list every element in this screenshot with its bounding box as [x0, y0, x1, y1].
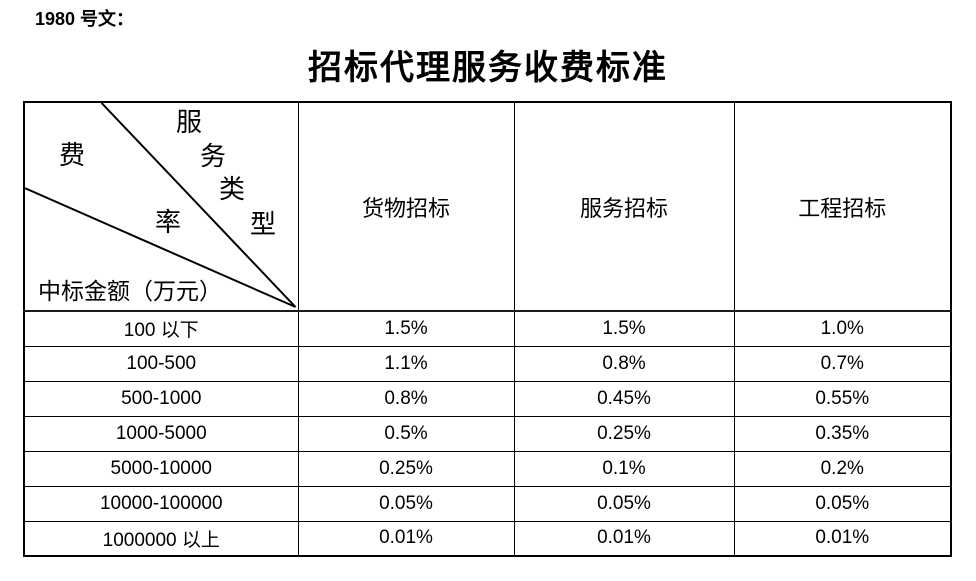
- fee-cell: 1.5%: [513, 310, 735, 347]
- fee-cell: 0.25%: [513, 415, 735, 452]
- table-row: 500-1000 0.8% 0.45% 0.55%: [23, 380, 952, 417]
- row-label: 1000000 以上: [23, 520, 299, 557]
- table-row: 10000-100000 0.05% 0.05% 0.05%: [23, 485, 952, 522]
- corner-char-rate: 率: [155, 208, 182, 237]
- fee-cell: 0.5%: [297, 415, 515, 452]
- table-row: 1000-5000 0.5% 0.25% 0.35%: [23, 415, 952, 452]
- table-row: 1000000 以上 0.01% 0.01% 0.01%: [23, 520, 952, 557]
- diagonal-line-upper: [100, 103, 297, 308]
- table-row: 100 以下 1.5% 1.5% 1.0%: [23, 310, 952, 347]
- corner-char-service-type-2: 务: [200, 142, 227, 171]
- fee-table: 费 率 服 务 类 型 中标金额（万元） 货物招标 服务招标 工程招标 100 …: [23, 101, 952, 557]
- fee-cell: 0.01%: [733, 520, 952, 557]
- row-label: 500-1000: [23, 380, 299, 417]
- fee-cell: 0.8%: [297, 380, 515, 417]
- table-row: 100-500 1.1% 0.8% 0.7%: [23, 345, 952, 382]
- doc-ref: 1980 号文：: [35, 9, 135, 29]
- diagonal-line-lower: [25, 187, 296, 308]
- fee-cell: 0.8%: [513, 345, 735, 382]
- fee-cell: 0.2%: [733, 450, 952, 487]
- fee-cell: 1.5%: [297, 310, 515, 347]
- fee-cell: 0.01%: [297, 520, 515, 557]
- corner-cell: 费 率 服 务 类 型 中标金额（万元）: [23, 101, 299, 312]
- page-title: 招标代理服务收费标准: [308, 50, 668, 87]
- fee-cell: 1.0%: [733, 310, 952, 347]
- fee-cell: 0.7%: [733, 345, 952, 382]
- corner-char-service-type-4: 型: [250, 210, 277, 239]
- header-row: 费 率 服 务 类 型 中标金额（万元） 货物招标 服务招标 工程招标: [23, 101, 952, 312]
- row-label: 5000-10000: [23, 450, 299, 487]
- column-header-goods: 货物招标: [297, 101, 515, 312]
- row-label: 10000-100000: [23, 485, 299, 522]
- fee-cell: 0.45%: [513, 380, 735, 417]
- fee-cell: 1.1%: [297, 345, 515, 382]
- amount-axis-label: 中标金额（万元）: [38, 279, 222, 304]
- fee-cell: 0.05%: [297, 485, 515, 522]
- fee-cell: 0.55%: [733, 380, 952, 417]
- row-label: 100-500: [23, 345, 299, 382]
- corner-char-service-type-1: 服: [176, 108, 203, 137]
- column-header-services: 服务招标: [513, 101, 735, 312]
- corner-char-fee: 费: [59, 141, 86, 170]
- fee-cell: 0.05%: [733, 485, 952, 522]
- column-header-engineering: 工程招标: [733, 101, 952, 312]
- row-label: 100 以下: [23, 310, 299, 347]
- fee-cell: 0.35%: [733, 415, 952, 452]
- fee-cell: 0.1%: [513, 450, 735, 487]
- row-label: 1000-5000: [23, 415, 299, 452]
- table-row: 5000-10000 0.25% 0.1% 0.2%: [23, 450, 952, 487]
- fee-cell: 0.25%: [297, 450, 515, 487]
- fee-cell: 0.01%: [513, 520, 735, 557]
- diagonal-lines: [25, 103, 297, 308]
- corner-char-service-type-3: 类: [219, 175, 246, 204]
- fee-cell: 0.05%: [513, 485, 735, 522]
